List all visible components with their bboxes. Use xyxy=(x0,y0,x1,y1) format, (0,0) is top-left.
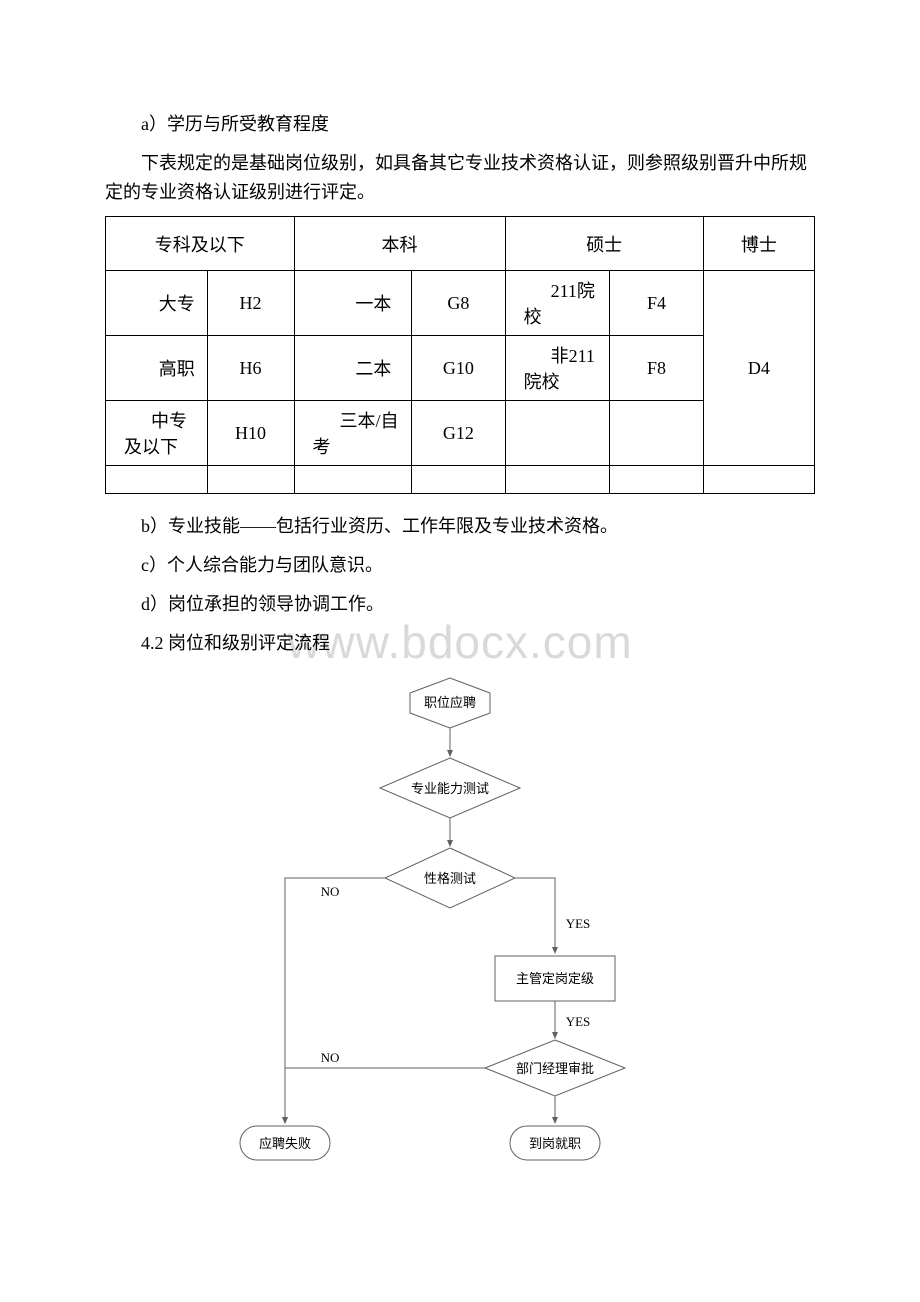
hdr-boshi: 博士 xyxy=(703,217,814,271)
table-header-row: 专科及以下 本科 硕士 博士 xyxy=(106,217,815,271)
cell-value: H6 xyxy=(207,336,294,401)
empty-cell xyxy=(294,466,412,494)
table-empty-row xyxy=(106,466,815,494)
flowchart-container: 职位应聘 专业能力测试 性格测试 NO YES 主管定岗定级 YES 部门经理审… xyxy=(105,668,815,1178)
para-b: b）专业技能——包括行业资历、工作年限及专业技术资格。 xyxy=(105,512,815,541)
table-row: 大专 H2 一本 G8 211院校 F4 D4 xyxy=(106,271,815,336)
node-process-label: 主管定岗定级 xyxy=(516,971,594,986)
hdr-benke: 本科 xyxy=(294,217,505,271)
edge-no2 xyxy=(285,1068,485,1123)
cell-label: 非211院校 xyxy=(505,336,610,401)
cell-label: 高职 xyxy=(106,336,208,401)
cell-value: G10 xyxy=(412,336,505,401)
empty-cell xyxy=(610,466,703,494)
cell-value xyxy=(610,401,703,466)
edge-yes1 xyxy=(515,878,555,953)
label-no1: NO xyxy=(321,884,340,899)
para-a: a）学历与所受教育程度 xyxy=(105,110,815,139)
empty-cell xyxy=(207,466,294,494)
hdr-shuoshi: 硕士 xyxy=(505,217,703,271)
cell-label: 211院校 xyxy=(505,271,610,336)
cell-label: 三本/自考 xyxy=(294,401,412,466)
document-content: a）学历与所受教育程度 下表规定的是基础岗位级别，如具备其它专业技术资格认证，则… xyxy=(105,110,815,1178)
cell-value: F8 xyxy=(610,336,703,401)
node-fail-label: 应聘失败 xyxy=(259,1136,311,1151)
node-approval-label: 部门经理审批 xyxy=(516,1061,594,1076)
education-level-table: 专科及以下 本科 硕士 博士 大专 H2 一本 G8 211院校 F4 D4 高… xyxy=(105,216,815,494)
section-heading: 4.2 岗位和级别评定流程 xyxy=(105,629,815,658)
empty-cell xyxy=(505,466,610,494)
cell-label: 二本 xyxy=(294,336,412,401)
empty-cell xyxy=(106,466,208,494)
cell-label: 大专 xyxy=(106,271,208,336)
edge-no1 xyxy=(285,878,385,1123)
empty-cell xyxy=(703,466,814,494)
label-yes1: YES xyxy=(566,916,591,931)
cell-value: H10 xyxy=(207,401,294,466)
cell-value: F4 xyxy=(610,271,703,336)
cell-label: 中专及以下 xyxy=(106,401,208,466)
node-test1-label: 专业能力测试 xyxy=(411,781,489,796)
cell-doctor-value: D4 xyxy=(703,271,814,466)
para-d: d）岗位承担的领导协调工作。 xyxy=(105,590,815,619)
cell-value: G8 xyxy=(412,271,505,336)
cell-label: 一本 xyxy=(294,271,412,336)
cell-label xyxy=(505,401,610,466)
node-success-label: 到岗就职 xyxy=(529,1136,581,1151)
label-no2: NO xyxy=(321,1050,340,1065)
label-yes2: YES xyxy=(566,1014,591,1029)
cell-value: H2 xyxy=(207,271,294,336)
hdr-zhuanke: 专科及以下 xyxy=(106,217,295,271)
flowchart-svg: 职位应聘 专业能力测试 性格测试 NO YES 主管定岗定级 YES 部门经理审… xyxy=(230,668,690,1178)
node-start-label: 职位应聘 xyxy=(424,695,476,710)
empty-cell xyxy=(412,466,505,494)
para-intro: 下表规定的是基础岗位级别，如具备其它专业技术资格认证，则参照级别晋升中所规定的专… xyxy=(105,149,815,207)
cell-value: G12 xyxy=(412,401,505,466)
para-c: c）个人综合能力与团队意识。 xyxy=(105,551,815,580)
node-test2-label: 性格测试 xyxy=(424,871,476,886)
